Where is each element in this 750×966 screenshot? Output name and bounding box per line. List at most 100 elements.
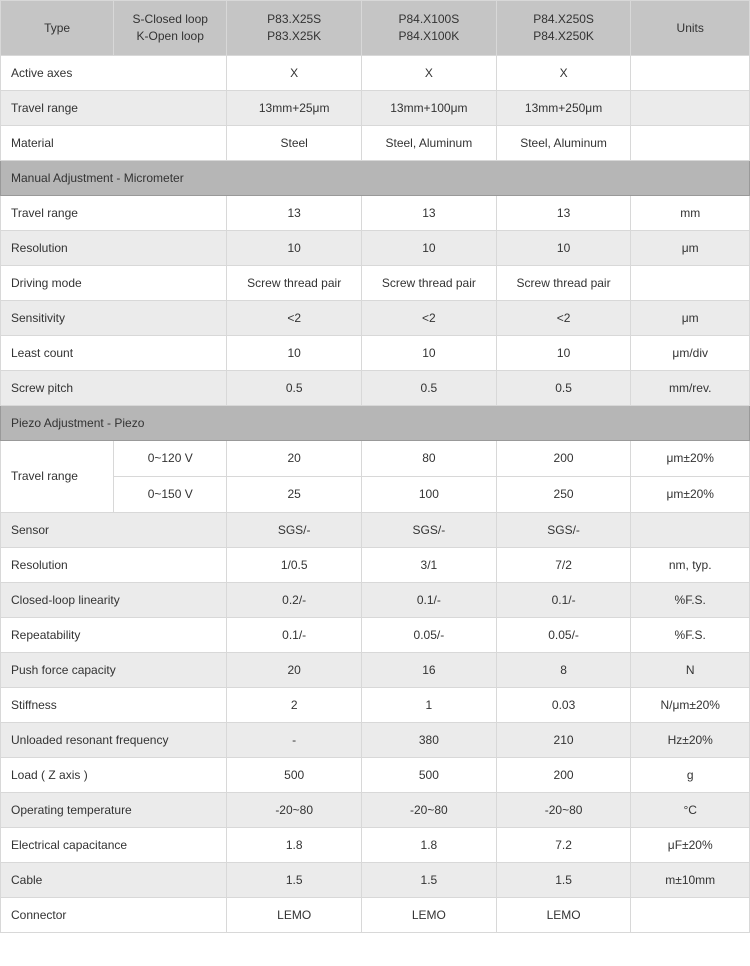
cell-label: Push force capacity (1, 652, 227, 687)
cell-p2: 500 (362, 757, 497, 792)
cell-p2: 13 (362, 195, 497, 230)
row-p-travel-150: 0~150 V 25 100 250 μm±20% (1, 476, 750, 512)
cell-units: μm (631, 300, 750, 335)
cell-units: μm±20% (631, 440, 750, 476)
row-p-resonant: Unloaded resonant frequency - 380 210 Hz… (1, 722, 750, 757)
cell-p1: X (227, 55, 362, 90)
row-p-connector: Connector LEMO LEMO LEMO (1, 897, 750, 932)
cell-label: Travel range (1, 440, 114, 512)
cell-units: N (631, 652, 750, 687)
header-loop-k: K-Open loop (122, 28, 218, 45)
cell-sub: 0~120 V (114, 440, 227, 476)
row-m-screw: Screw pitch 0.5 0.5 0.5 mm/rev. (1, 370, 750, 405)
cell-units: °C (631, 792, 750, 827)
cell-label: Driving mode (1, 265, 227, 300)
cell-label: Stiffness (1, 687, 227, 722)
cell-p3: 13mm+250μm (496, 90, 631, 125)
row-p-push: Push force capacity 20 16 8 N (1, 652, 750, 687)
cell-p1: 500 (227, 757, 362, 792)
cell-label: Load ( Z axis ) (1, 757, 227, 792)
cell-units: g (631, 757, 750, 792)
cell-p2: 16 (362, 652, 497, 687)
header-p2-top: P84.X100S (370, 11, 488, 28)
row-travel-range: Travel range 13mm+25μm 13mm+100μm 13mm+2… (1, 90, 750, 125)
row-m-least: Least count 10 10 10 μm/div (1, 335, 750, 370)
cell-label: Sensitivity (1, 300, 227, 335)
cell-p3: -20~80 (496, 792, 631, 827)
cell-p1: 10 (227, 335, 362, 370)
cell-units (631, 897, 750, 932)
cell-label: Repeatability (1, 617, 227, 652)
cell-label: Active axes (1, 55, 227, 90)
cell-p2: 10 (362, 335, 497, 370)
cell-p1: 13 (227, 195, 362, 230)
cell-label: Closed-loop linearity (1, 582, 227, 617)
cell-p3: 8 (496, 652, 631, 687)
cell-p2: SGS/- (362, 512, 497, 547)
row-p-travel-120: Travel range 0~120 V 20 80 200 μm±20% (1, 440, 750, 476)
cell-p3: 10 (496, 335, 631, 370)
row-p-linearity: Closed-loop linearity 0.2/- 0.1/- 0.1/- … (1, 582, 750, 617)
cell-p1: 0.5 (227, 370, 362, 405)
cell-units (631, 90, 750, 125)
cell-p2: 80 (362, 440, 497, 476)
cell-label: Connector (1, 897, 227, 932)
cell-units (631, 125, 750, 160)
cell-units: nm, typ. (631, 547, 750, 582)
header-p1-top: P83.X25S (235, 11, 353, 28)
cell-units: mm (631, 195, 750, 230)
row-p-temp: Operating temperature -20~80 -20~80 -20~… (1, 792, 750, 827)
cell-p3: X (496, 55, 631, 90)
cell-units: Hz±20% (631, 722, 750, 757)
header-p3-bot: P84.X250K (505, 28, 623, 45)
cell-units: mm/rev. (631, 370, 750, 405)
cell-p1: -20~80 (227, 792, 362, 827)
cell-units (631, 265, 750, 300)
cell-p3: Screw thread pair (496, 265, 631, 300)
row-m-sensitivity: Sensitivity <2 <2 <2 μm (1, 300, 750, 335)
row-m-resolution: Resolution 10 10 10 μm (1, 230, 750, 265)
header-p2: P84.X100S P84.X100K (362, 1, 497, 56)
header-p3-top: P84.X250S (505, 11, 623, 28)
cell-label: Screw pitch (1, 370, 227, 405)
cell-p1: 20 (227, 652, 362, 687)
cell-p3: 7/2 (496, 547, 631, 582)
cell-units: m±10mm (631, 862, 750, 897)
cell-p2: X (362, 55, 497, 90)
cell-p2: 1.8 (362, 827, 497, 862)
section-piezo-adjustment: Piezo Adjustment - Piezo (1, 405, 750, 440)
header-p1: P83.X25S P83.X25K (227, 1, 362, 56)
cell-label: Travel range (1, 195, 227, 230)
cell-label: Resolution (1, 230, 227, 265)
row-p-resolution: Resolution 1/0.5 3/1 7/2 nm, typ. (1, 547, 750, 582)
cell-label: Travel range (1, 90, 227, 125)
cell-p1: <2 (227, 300, 362, 335)
cell-p1: 0.2/- (227, 582, 362, 617)
cell-p1: - (227, 722, 362, 757)
row-m-driving: Driving mode Screw thread pair Screw thr… (1, 265, 750, 300)
section-label: Piezo Adjustment - Piezo (1, 405, 750, 440)
cell-p3: LEMO (496, 897, 631, 932)
cell-p3: 0.5 (496, 370, 631, 405)
cell-p3: 1.5 (496, 862, 631, 897)
row-p-load: Load ( Z axis ) 500 500 200 g (1, 757, 750, 792)
cell-p3: 200 (496, 440, 631, 476)
row-p-sensor: Sensor SGS/- SGS/- SGS/- (1, 512, 750, 547)
spec-table: Type S-Closed loop K-Open loop P83.X25S … (0, 0, 750, 933)
section-manual-adjustment: Manual Adjustment - Micrometer (1, 160, 750, 195)
cell-p3: 10 (496, 230, 631, 265)
row-p-cable: Cable 1.5 1.5 1.5 m±10mm (1, 862, 750, 897)
row-p-repeat: Repeatability 0.1/- 0.05/- 0.05/- %F.S. (1, 617, 750, 652)
cell-label: Resolution (1, 547, 227, 582)
cell-p2: 10 (362, 230, 497, 265)
cell-p2: 1 (362, 687, 497, 722)
cell-p1: 0.1/- (227, 617, 362, 652)
cell-label: Operating temperature (1, 792, 227, 827)
cell-p3: 0.05/- (496, 617, 631, 652)
section-label: Manual Adjustment - Micrometer (1, 160, 750, 195)
cell-p2: <2 (362, 300, 497, 335)
cell-p1: 25 (227, 476, 362, 512)
cell-label: Material (1, 125, 227, 160)
cell-units: μm/div (631, 335, 750, 370)
cell-p2: 380 (362, 722, 497, 757)
